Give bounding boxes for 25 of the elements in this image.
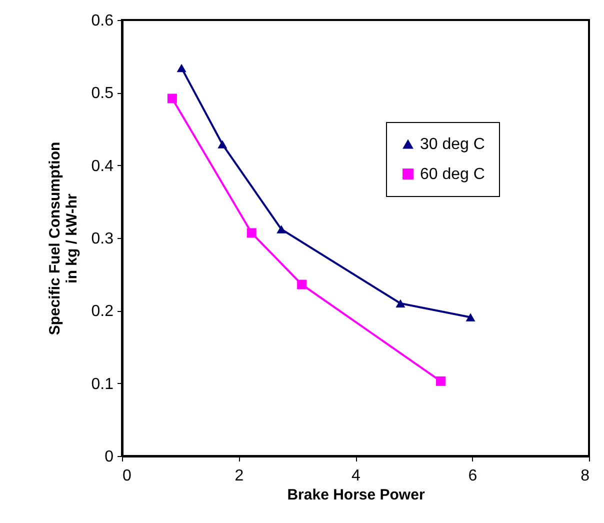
point — [176, 64, 186, 72]
legend-label: 30 deg C — [420, 136, 485, 153]
point — [297, 280, 307, 290]
point — [218, 140, 228, 148]
point — [167, 94, 177, 104]
x-tick-label: 4 — [352, 468, 361, 484]
y-tick-label: 0.6 — [91, 12, 114, 30]
legend-label: 60 deg C — [420, 166, 485, 183]
point — [276, 225, 286, 234]
point — [246, 228, 256, 238]
y-tick-label: 0.1 — [91, 376, 114, 393]
y-tick-label: 0.5 — [91, 85, 114, 102]
y-tick-label: 0 — [104, 448, 114, 466]
point — [436, 376, 446, 386]
y-tick-label: 0.2 — [91, 303, 114, 320]
point — [466, 313, 476, 322]
x-axis-title: Brake Horse Power — [287, 486, 425, 504]
y-tick-label: 0.4 — [91, 158, 114, 175]
y-tick-label: 0.3 — [91, 230, 114, 248]
x-tick-label: 8 — [580, 468, 590, 484]
x-tick-label: 0 — [122, 468, 132, 484]
point — [396, 299, 406, 308]
x-tick-label: 2 — [234, 468, 244, 484]
x-tick-label: 6 — [468, 468, 478, 484]
y-axis-title: Specific Fuel Consumption in kg / kW-hr — [46, 142, 80, 336]
